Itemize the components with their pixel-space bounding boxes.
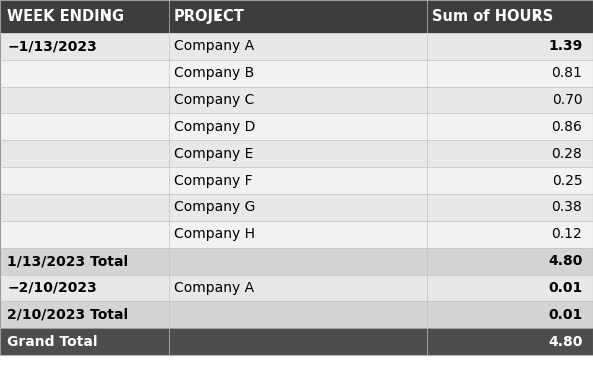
Text: Company C: Company C — [174, 93, 254, 107]
Bar — [169, 248, 427, 275]
Bar — [0, 328, 169, 355]
Text: Company A: Company A — [174, 39, 254, 53]
Text: 0.81: 0.81 — [551, 66, 582, 80]
Bar — [0, 221, 169, 248]
Text: ▼: ▼ — [215, 12, 221, 21]
Text: Company G: Company G — [174, 200, 255, 214]
Bar — [0, 87, 169, 113]
Text: 0.12: 0.12 — [551, 227, 582, 241]
Bar — [0, 140, 169, 167]
Text: 2/10/2023 Total: 2/10/2023 Total — [7, 308, 128, 322]
Bar — [0, 113, 169, 140]
Bar — [169, 87, 427, 113]
Bar — [169, 194, 427, 221]
Bar — [169, 301, 427, 328]
Text: Grand Total: Grand Total — [7, 335, 98, 349]
Text: PROJECT: PROJECT — [174, 9, 245, 24]
Bar — [169, 33, 427, 60]
Text: 4.80: 4.80 — [548, 254, 582, 268]
Text: Company H: Company H — [174, 227, 255, 241]
Text: 1.39: 1.39 — [548, 39, 582, 53]
Text: 0.70: 0.70 — [551, 93, 582, 107]
Bar — [169, 0, 427, 33]
Text: Company D: Company D — [174, 120, 255, 134]
Text: 0.01: 0.01 — [548, 281, 582, 295]
Text: 0.28: 0.28 — [551, 147, 582, 161]
Bar — [427, 221, 593, 248]
Text: 4.80: 4.80 — [548, 335, 582, 349]
Text: Sum of HOURS: Sum of HOURS — [432, 9, 553, 24]
Bar — [169, 328, 427, 355]
Text: Company B: Company B — [174, 66, 254, 80]
Bar — [427, 140, 593, 167]
Bar — [169, 113, 427, 140]
Bar — [169, 221, 427, 248]
Bar — [169, 167, 427, 194]
Text: ▼: ▼ — [533, 12, 538, 21]
Text: 0.25: 0.25 — [551, 173, 582, 188]
Text: Company F: Company F — [174, 173, 253, 188]
Text: ▼: ▼ — [104, 12, 110, 21]
Bar — [0, 275, 169, 301]
Text: −1/13/2023: −1/13/2023 — [7, 39, 97, 53]
Text: 0.01: 0.01 — [548, 308, 582, 322]
Bar — [427, 0, 593, 33]
Bar — [427, 60, 593, 87]
Bar — [0, 194, 169, 221]
Text: WEEK ENDING: WEEK ENDING — [7, 9, 125, 24]
Bar — [427, 113, 593, 140]
Text: Company E: Company E — [174, 147, 253, 161]
Bar — [0, 33, 169, 60]
Bar — [427, 167, 593, 194]
Text: 1/13/2023 Total: 1/13/2023 Total — [7, 254, 128, 268]
Text: Company A: Company A — [174, 281, 254, 295]
Bar — [427, 248, 593, 275]
Text: −2/10/2023: −2/10/2023 — [7, 281, 97, 295]
Bar — [169, 275, 427, 301]
Text: 0.38: 0.38 — [551, 200, 582, 214]
Bar — [0, 60, 169, 87]
Bar — [0, 0, 169, 33]
Bar — [0, 248, 169, 275]
Bar — [0, 167, 169, 194]
Bar — [169, 140, 427, 167]
Bar — [169, 60, 427, 87]
Bar — [427, 301, 593, 328]
Bar — [0, 301, 169, 328]
Bar — [427, 87, 593, 113]
Bar — [427, 33, 593, 60]
Text: 0.86: 0.86 — [551, 120, 582, 134]
Bar — [427, 275, 593, 301]
Bar — [427, 194, 593, 221]
Bar — [427, 328, 593, 355]
